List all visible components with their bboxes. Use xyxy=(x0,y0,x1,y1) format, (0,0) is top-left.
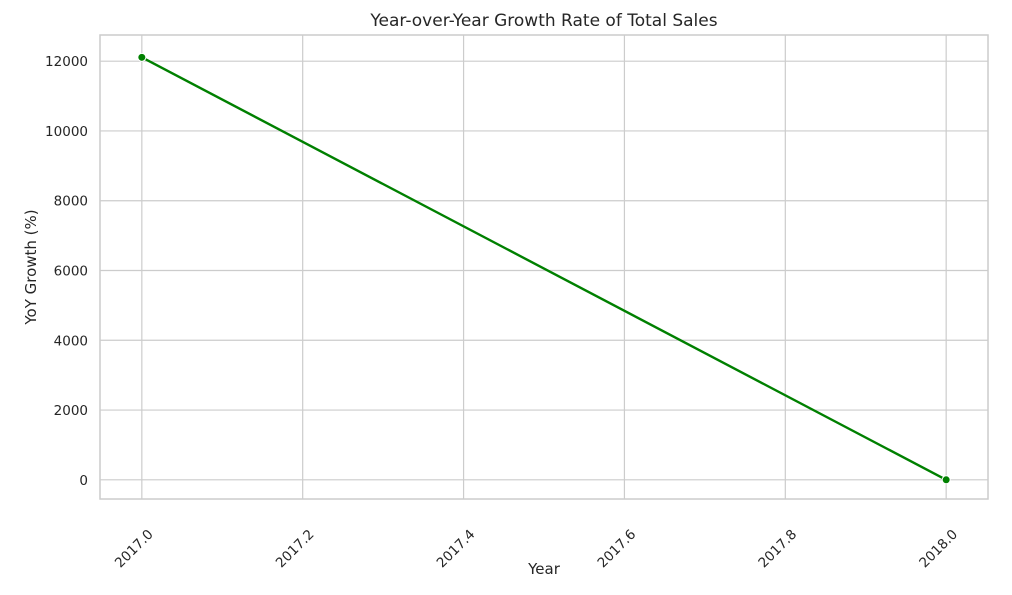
y-axis-label: YoY Growth (%) xyxy=(22,209,40,325)
plot-frame xyxy=(99,34,989,500)
x-tick-label: 2017.0 xyxy=(112,527,157,572)
y-tick-label: 10000 xyxy=(45,124,88,140)
data-point xyxy=(137,52,147,62)
y-tick-label: 8000 xyxy=(54,194,88,210)
y-tick-label: 0 xyxy=(79,473,88,489)
x-tick-label: 2017.6 xyxy=(595,527,640,572)
x-tick-label: 2017.2 xyxy=(273,527,318,572)
y-tick-label: 6000 xyxy=(54,263,88,279)
series-line xyxy=(141,56,947,481)
data-point xyxy=(941,475,951,485)
x-tick-label: 2017.4 xyxy=(434,527,479,572)
x-tick-label: 2018.0 xyxy=(916,527,961,572)
y-tick-label: 4000 xyxy=(54,333,88,349)
y-tick-label: 12000 xyxy=(45,54,88,70)
chart-title: Year-over-Year Growth Rate of Total Sale… xyxy=(369,11,717,31)
y-axis-ticks: 0 2000 4000 6000 8000 10000 12000 xyxy=(45,54,88,489)
x-axis-label: Year xyxy=(527,560,561,578)
y-tick-label: 2000 xyxy=(54,403,88,419)
grid xyxy=(100,35,988,499)
series-layer xyxy=(137,52,951,485)
x-tick-label: 2017.8 xyxy=(755,527,800,572)
